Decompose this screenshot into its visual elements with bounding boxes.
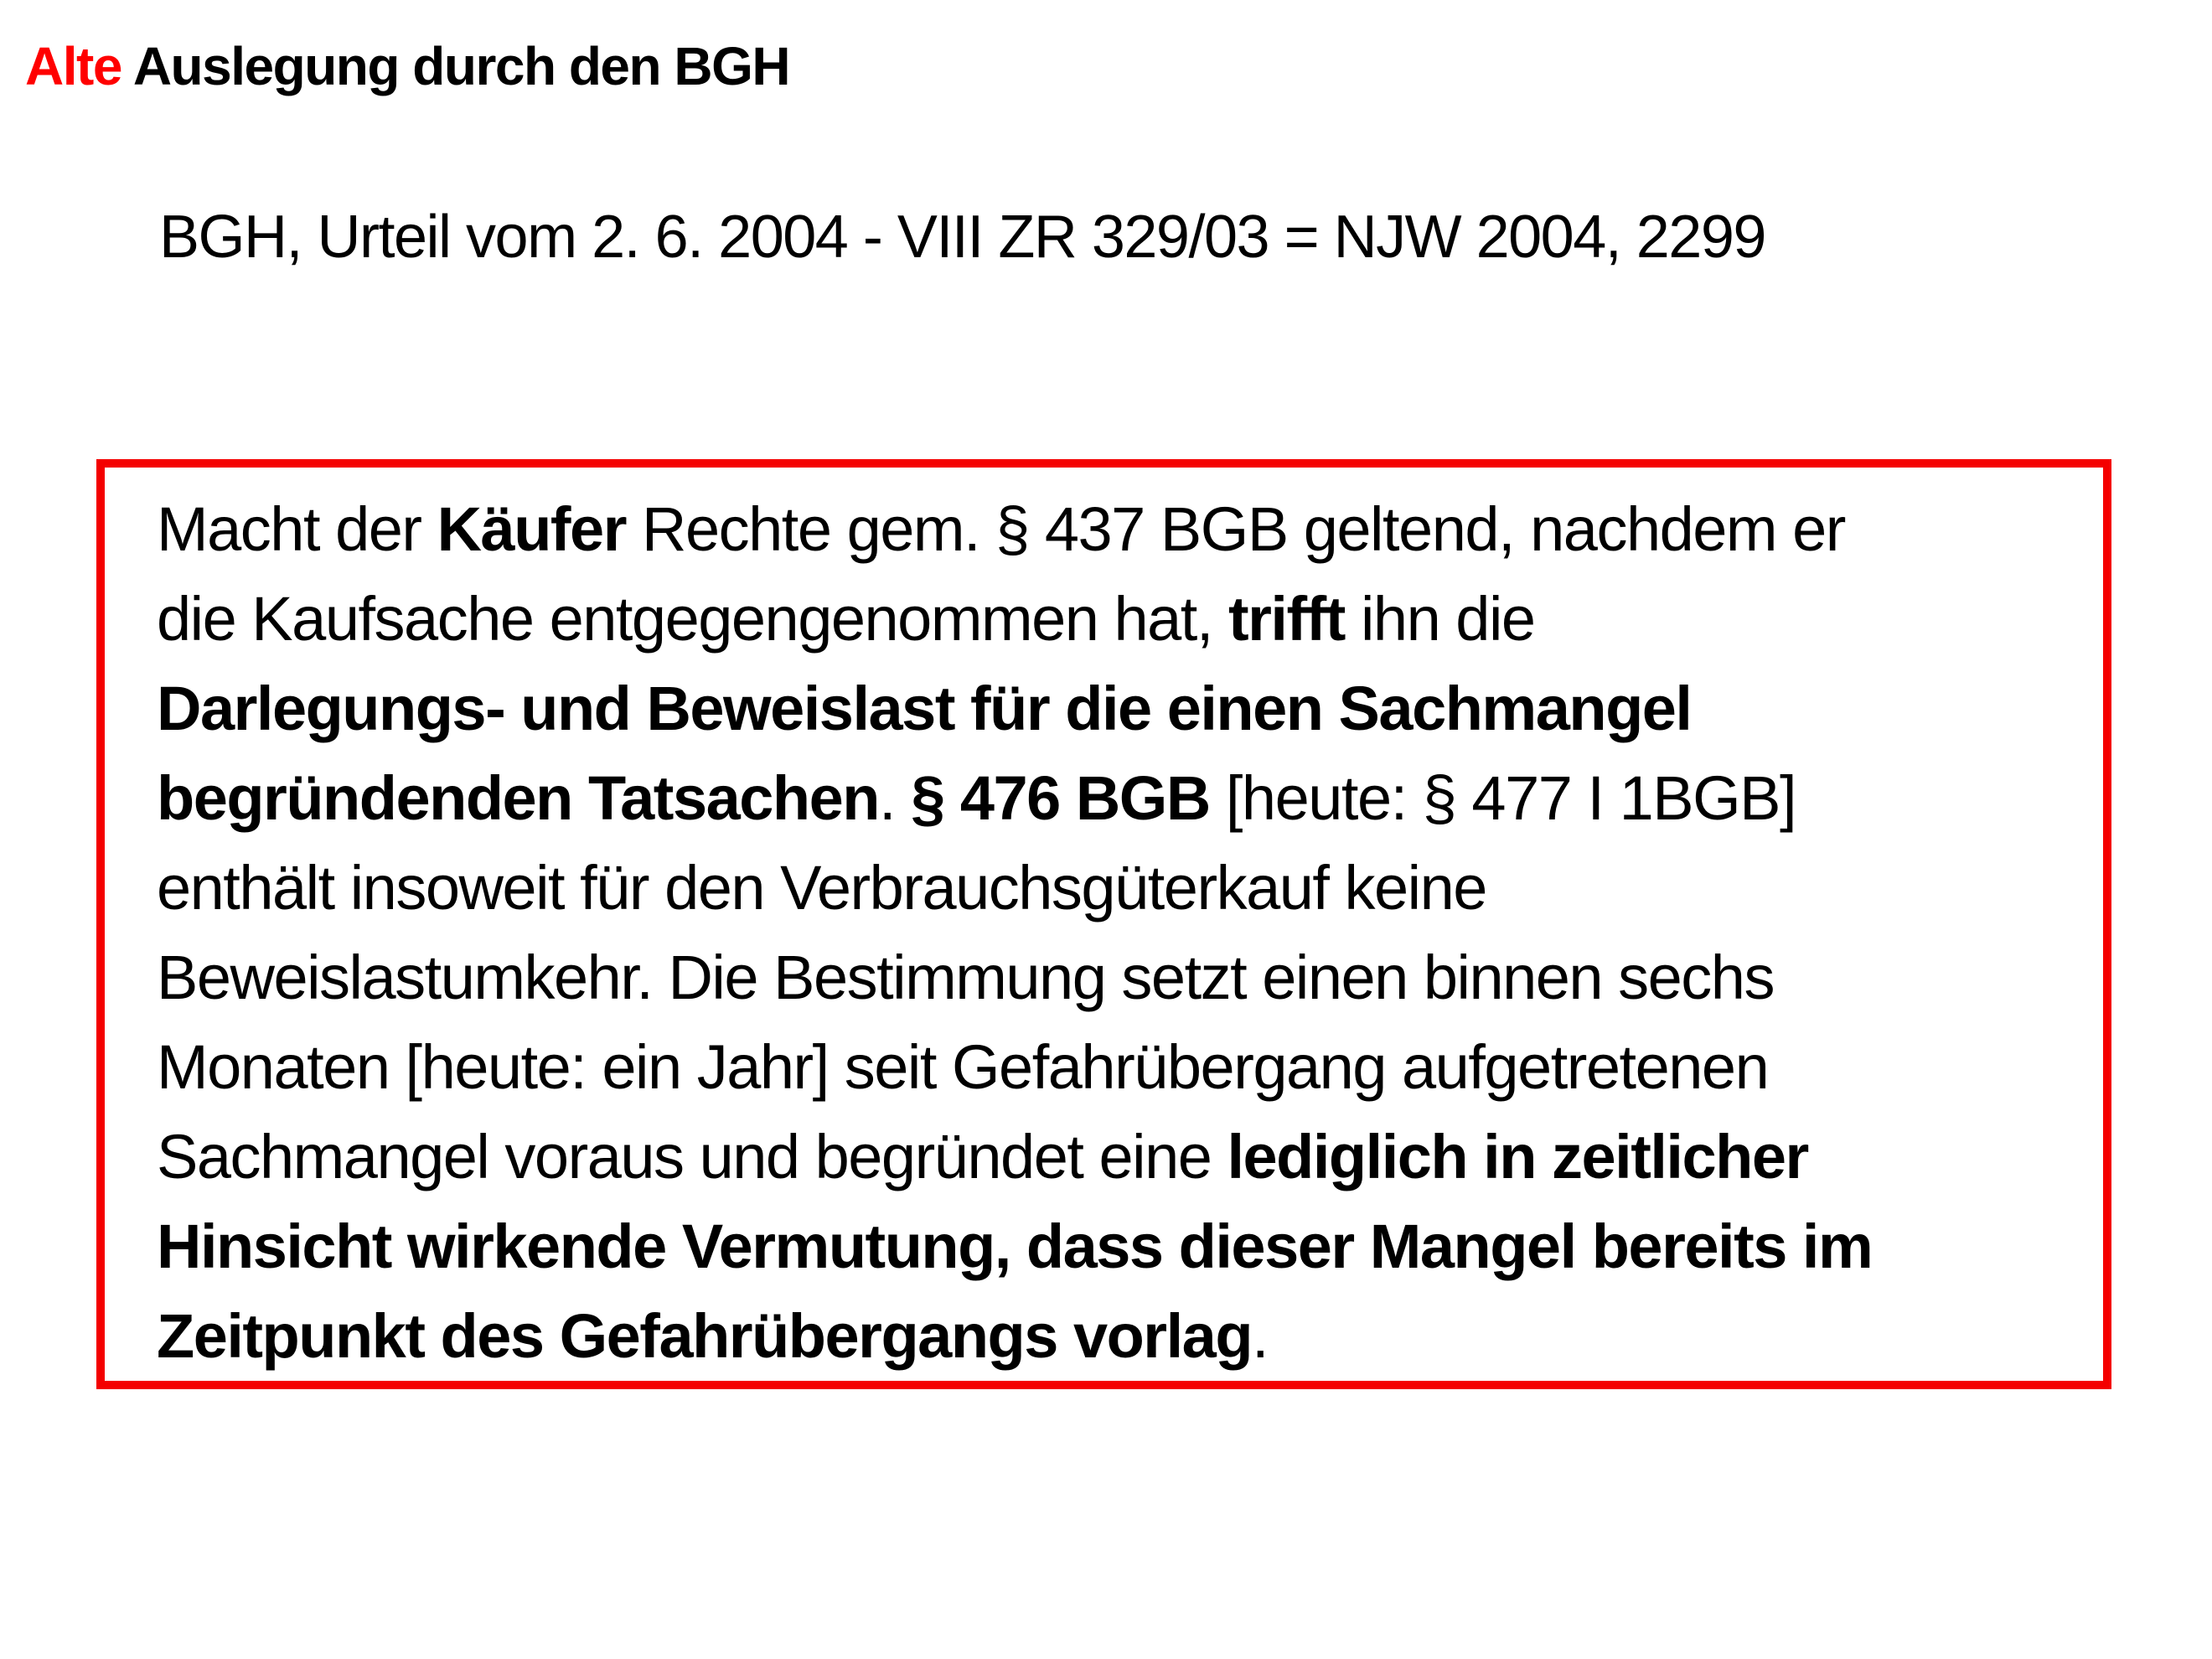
quote-segment-bold: Darlegungs- und Beweislast für die einen… (157, 674, 1693, 743)
quote-segment: Sachmangel voraus und begründet eine (157, 1122, 1227, 1191)
quote-segment: . (1252, 1301, 1269, 1371)
quote-line: Monaten [heute: ein Jahr] seit Gefahrübe… (157, 1022, 2070, 1112)
quote-segment-bold: trifft (1227, 584, 1346, 654)
quote-segment: . (878, 763, 912, 833)
quote-line: Macht der Käufer Rechte gem. § 437 BGB g… (157, 484, 2070, 574)
quote-segment-bold: lediglich in zeitlicher (1227, 1122, 1809, 1191)
quote-line: Beweislastumkehr. Die Bestimmung setzt e… (157, 933, 2070, 1022)
quote-segment-bold: § 476 BGB (911, 763, 1211, 833)
quote-segment: enthält insoweit für den Verbrauchsgüter… (157, 853, 1487, 923)
quote-segment: Monaten [heute: ein Jahr] seit Gefahrübe… (157, 1032, 1770, 1102)
title-highlight: Alte (25, 36, 122, 96)
quote-segment-bold: Käufer (437, 494, 628, 564)
quote-line: enthält insoweit für den Verbrauchsgüter… (157, 843, 2070, 933)
title-rest: Auslegung durch den BGH (121, 36, 791, 96)
quote-box: Macht der Käufer Rechte gem. § 437 BGB g… (96, 459, 2111, 1389)
quote-segment: die Kaufsache entgegengenommen hat, (157, 584, 1228, 654)
quote-segment: Beweislastumkehr. Die Bestimmung setzt e… (157, 943, 1775, 1012)
quote-segment-bold: Zeitpunkt des Gefahrübergangs vorlag (157, 1301, 1253, 1371)
quote-line: Sachmangel voraus und begründet eine led… (157, 1112, 2070, 1202)
case-citation: BGH, Urteil vom 2. 6. 2004 - VIII ZR 329… (159, 204, 1766, 271)
quote-segment: [heute: § 477 I 1BGB] (1209, 763, 1797, 833)
quote-line: begründenden Tatsachen. § 476 BGB [heute… (157, 753, 2070, 843)
quote-line: Hinsicht wirkende Vermutung, dass dieser… (157, 1202, 2070, 1291)
quote-segment: ihn die (1344, 584, 1536, 654)
quote-line: Darlegungs- und Beweislast für die einen… (157, 664, 2070, 753)
quote-text: Macht der Käufer Rechte gem. § 437 BGB g… (105, 468, 2103, 1381)
quote-line: die Kaufsache entgegengenommen hat, trif… (157, 574, 2070, 664)
page-title: Alte Auslegung durch den BGH (25, 35, 791, 97)
quote-line: Zeitpunkt des Gefahrübergangs vorlag. (157, 1291, 2070, 1381)
quote-segment-bold: Hinsicht wirkende Vermutung, dass dieser… (157, 1212, 1873, 1281)
quote-segment: Rechte gem. § 437 BGB geltend, nachdem e… (626, 494, 1846, 564)
quote-segment: Macht der (157, 494, 437, 564)
quote-segment-bold: begründenden Tatsachen (157, 763, 880, 833)
